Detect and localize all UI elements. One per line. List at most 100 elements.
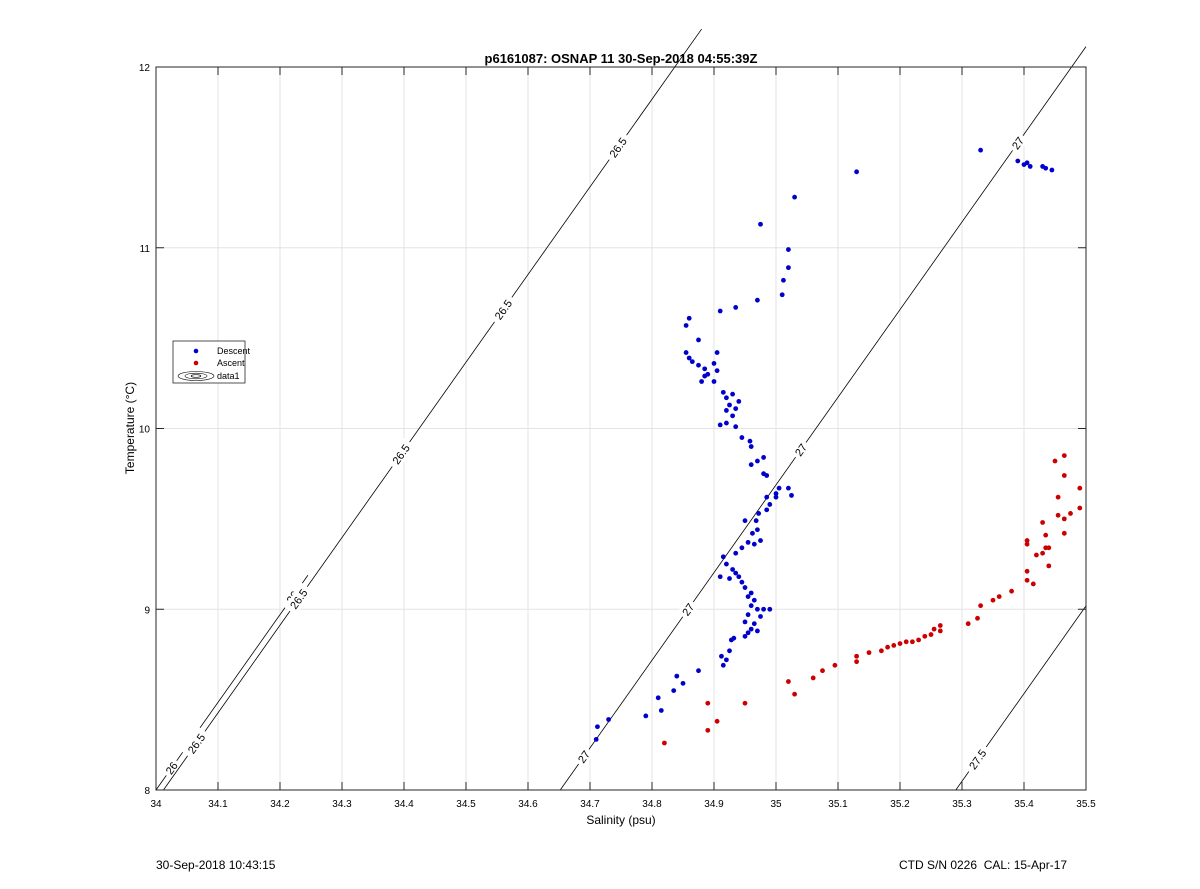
x-axis-ticks: 34 34.1 34.2 34.3 34.4 34.5 34.6 34.7 34.8 34.9 35… (150, 67, 1096, 810)
descent-point (720, 662, 726, 668)
ascent-point (1040, 520, 1045, 525)
ascent-point (742, 700, 748, 706)
descent-point (748, 444, 754, 449)
descent-point (756, 511, 762, 516)
descent-point (854, 169, 859, 175)
descent-point (717, 422, 723, 428)
ascent-point (1055, 512, 1061, 518)
descent-point (1015, 158, 1021, 164)
isopycnal-label-bg (181, 727, 211, 760)
descent-point (730, 391, 735, 397)
descent-point (764, 494, 770, 500)
isopycnal-label: 27 (680, 602, 697, 619)
x-tick-label: 34.9 (704, 799, 724, 810)
x-tick-label: 35 (770, 799, 782, 810)
descent-point (696, 337, 701, 343)
series-descent (593, 147, 1055, 742)
ascent-point (975, 615, 980, 621)
ascent-point (662, 740, 667, 746)
isopycnal-label: 27 (793, 442, 810, 459)
descent-point (717, 574, 723, 580)
ascent-point (1009, 588, 1014, 594)
descent-point (1049, 167, 1055, 173)
ascent-point (1034, 552, 1039, 558)
descent-point (745, 594, 751, 599)
ascent-point (879, 648, 884, 654)
descent-point (789, 492, 794, 498)
x-tick-label: 35.5 (1076, 799, 1096, 810)
isopycnal-label-bg (160, 756, 183, 780)
isopycnal-label-bg (386, 437, 416, 471)
descent-point (733, 550, 739, 556)
descent-point (711, 361, 717, 366)
ascent-point (965, 621, 971, 627)
descent-point (727, 402, 732, 408)
ascent-point (820, 668, 825, 674)
ascent-point (937, 628, 943, 634)
footer-timestamp: 30-Sep-2018 10:43:15 (156, 858, 276, 872)
descent-point (758, 614, 763, 619)
ascent-point (1077, 505, 1083, 511)
descent-point (724, 420, 729, 426)
isopycnal-label-bg (488, 293, 518, 326)
ascent-point (903, 639, 909, 645)
isopycnal-label-bg (284, 582, 313, 616)
descent-point (758, 221, 763, 227)
descent-point (748, 590, 754, 596)
descent-point (686, 355, 692, 361)
descent-point (786, 265, 791, 271)
ascent-point (897, 641, 903, 646)
ascent-point (978, 603, 983, 609)
descent-point (745, 539, 751, 545)
descent-point (699, 379, 704, 384)
y-tick-label: 8 (144, 786, 150, 797)
descent-point (786, 485, 791, 491)
isopycnal-label: 26 (164, 760, 181, 777)
ascent-point (1024, 568, 1030, 574)
ascent-point (705, 700, 711, 706)
ascent-point (1061, 473, 1067, 478)
descent-point (751, 541, 757, 547)
descent-point (755, 628, 760, 634)
descent-point (720, 389, 726, 395)
descent-point (711, 379, 717, 384)
ascent-point (885, 644, 890, 650)
descent-point (720, 554, 726, 560)
isopycnal-label-bg (572, 745, 595, 769)
data-points (593, 147, 1083, 746)
descent-point (748, 603, 754, 609)
x-tick-label: 35.2 (890, 799, 910, 810)
descent-point (761, 455, 766, 460)
descent-point (686, 315, 692, 321)
descent-point (733, 406, 739, 412)
descent-point (724, 395, 729, 401)
ascent-point (705, 727, 711, 733)
ascent-point (1024, 538, 1030, 543)
descent-point (683, 323, 689, 328)
descent-point (755, 606, 760, 612)
ascent-point (891, 643, 897, 648)
legend-ascent-marker (193, 360, 199, 366)
descent-point (1024, 160, 1030, 166)
x-tick-label: 34.5 (456, 799, 476, 810)
descent-point (751, 597, 757, 603)
descent-point (736, 574, 742, 580)
descent-point (674, 673, 680, 679)
ascent-point (832, 662, 838, 668)
descent-point (724, 657, 729, 663)
y-tick-label: 10 (139, 425, 151, 436)
descent-point (727, 576, 732, 581)
x-tick-label: 34.6 (518, 799, 538, 810)
descent-point (745, 612, 751, 618)
legend-contour-marker-core (190, 374, 202, 378)
descent-point (978, 147, 983, 153)
ascent-point (910, 639, 915, 645)
descent-point (724, 561, 729, 567)
ascent-point (1040, 550, 1045, 556)
descent-point (739, 545, 745, 551)
descent-point (779, 292, 785, 298)
series-ascent (662, 453, 1083, 746)
ascent-point (714, 718, 720, 724)
descent-point (739, 435, 745, 440)
